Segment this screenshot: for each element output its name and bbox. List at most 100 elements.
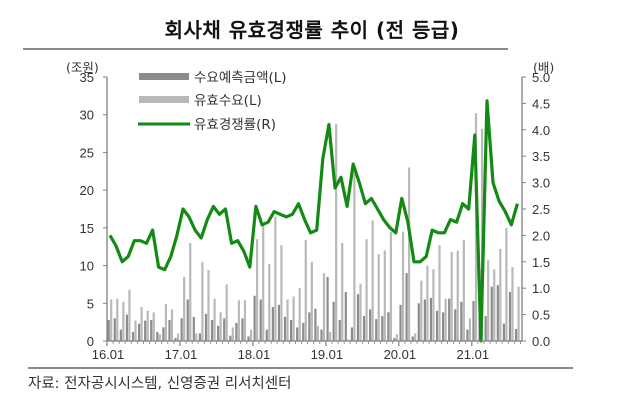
- bar-effective: [231, 327, 234, 341]
- bar-forecast: [290, 319, 293, 341]
- bar-effective: [140, 307, 143, 341]
- bar-forecast: [399, 304, 402, 341]
- bar-forecast: [496, 285, 499, 341]
- bar-forecast: [332, 301, 335, 341]
- bar-effective: [134, 320, 137, 341]
- bar-effective: [517, 286, 520, 341]
- right-axis-tick-label: 0.0: [532, 334, 550, 349]
- bar-forecast: [387, 312, 390, 341]
- bar-effective: [377, 254, 380, 341]
- bar-effective: [383, 250, 386, 341]
- bar-forecast: [113, 318, 116, 341]
- bar-forecast: [150, 319, 153, 341]
- bar-effective: [280, 245, 283, 341]
- right-axis-tick-label: 4.0: [532, 123, 550, 138]
- bar-forecast: [174, 337, 177, 341]
- bar-forecast: [442, 312, 445, 341]
- bar-forecast: [156, 331, 159, 341]
- bar-forecast: [375, 319, 378, 341]
- bar-effective: [274, 216, 277, 341]
- bar-effective: [189, 242, 192, 341]
- bar-forecast: [417, 303, 420, 341]
- bar-forecast: [429, 298, 433, 341]
- bar-forecast: [484, 316, 487, 341]
- bar-forecast: [241, 318, 244, 341]
- bar-effective: [468, 318, 472, 341]
- bar-forecast: [502, 323, 505, 341]
- right-axis-tick-label: 3.0: [532, 176, 550, 191]
- left-axis-tick-label: 0: [87, 334, 94, 349]
- chart-title: 회사채 유효경쟁률 추이 (전 등급): [164, 18, 460, 42]
- bar-forecast: [296, 327, 299, 341]
- bar-effective: [401, 231, 405, 341]
- bar-effective: [146, 310, 149, 341]
- bar-effective: [207, 270, 210, 341]
- bar-forecast: [259, 299, 262, 341]
- bar-forecast: [204, 313, 208, 341]
- bar-forecast: [472, 301, 475, 341]
- bar-forecast: [314, 308, 317, 341]
- right-axis-tick-label: 5.0: [532, 70, 550, 85]
- bar-forecast: [308, 312, 311, 341]
- bar-effective: [219, 312, 222, 341]
- bar-effective: [408, 167, 411, 341]
- bar-effective: [164, 304, 168, 341]
- bar-forecast: [454, 309, 457, 341]
- bar-effective: [310, 261, 313, 341]
- legend-label-forecast: 수요예측금액(L): [194, 70, 287, 86]
- bar-effective: [389, 231, 392, 341]
- bar-effective: [316, 325, 320, 341]
- bar-effective: [298, 288, 301, 341]
- bar-forecast: [265, 329, 268, 341]
- left-axis-tick-label: 20: [80, 183, 94, 198]
- bar-effective: [122, 301, 125, 341]
- bar-effective: [152, 312, 155, 341]
- bar-forecast: [168, 319, 171, 341]
- bar-effective: [304, 239, 307, 341]
- bar-effective: [237, 300, 240, 341]
- bar-effective: [249, 329, 253, 341]
- bar-forecast: [423, 299, 426, 341]
- x-axis-tick-label: 16.01: [92, 347, 125, 362]
- bar-forecast: [448, 298, 451, 341]
- bar-forecast: [271, 307, 274, 341]
- bar-forecast: [466, 329, 469, 341]
- bar-forecast: [508, 291, 512, 341]
- bar-effective: [328, 331, 332, 341]
- bar-forecast: [411, 336, 414, 341]
- x-axis-tick-label: 21.01: [457, 347, 490, 362]
- bar-effective: [462, 239, 465, 341]
- legend-swatch-effective: [139, 96, 189, 103]
- bar-forecast: [217, 325, 220, 341]
- bar-effective: [183, 276, 186, 341]
- bar-effective: [395, 334, 399, 341]
- bar-forecast: [393, 337, 396, 341]
- bar-forecast: [125, 314, 129, 341]
- bar-effective: [438, 245, 441, 341]
- right-axis-tick-label: 2.0: [532, 228, 550, 243]
- bar-effective: [286, 299, 289, 341]
- bar-forecast: [320, 329, 323, 341]
- bar-effective: [195, 333, 198, 341]
- right-axis-unit: (배): [533, 60, 554, 75]
- legend-label-effective: 유효수요(L): [194, 93, 262, 109]
- bottom-divider: [28, 367, 573, 369]
- bar-forecast: [350, 327, 353, 341]
- bar-forecast: [180, 318, 183, 341]
- bar-effective: [335, 123, 338, 341]
- bar-forecast: [210, 319, 214, 341]
- bar-effective: [365, 239, 368, 341]
- bar-forecast: [302, 322, 305, 341]
- right-axis-tick-label: 1.0: [532, 281, 550, 296]
- bar-effective: [170, 309, 174, 341]
- bar-forecast: [490, 286, 493, 341]
- bar-effective: [268, 264, 271, 341]
- bar-forecast: [131, 331, 135, 341]
- bar-effective: [213, 298, 216, 341]
- bar-effective: [371, 220, 374, 341]
- x-axis-tick-label: 18.01: [238, 347, 271, 362]
- bar-effective: [201, 261, 204, 341]
- bar-forecast: [326, 276, 329, 341]
- bar-forecast: [362, 316, 366, 341]
